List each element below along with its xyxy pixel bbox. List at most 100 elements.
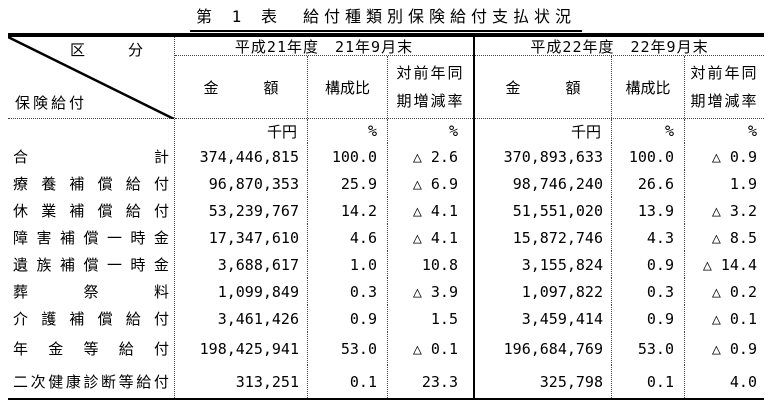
amount-cell: 325,798 [475, 365, 612, 398]
unit-pct: % [308, 119, 388, 143]
yoy-header: 対前年同 期増減率 [685, 56, 764, 118]
composition-cell: 4.3 [612, 224, 685, 251]
amount-cell: 17,347,610 [175, 224, 308, 251]
yoy-header-line1: 対前年同 [396, 63, 465, 82]
table-row: 3,459,414 0.9 △ 0.1 [475, 305, 764, 332]
yoy-cell: △ 14.4 [702, 255, 757, 274]
page-title: 第 1 表 給付種類別保険給付支払状況 [190, 2, 582, 32]
yoy-cell: △ 6.9 [412, 174, 458, 193]
benefits-table: 区 分 保険給付 合計療養補償給付休業補償給付障害補償一時金遺族補償一時金葬祭料… [8, 33, 764, 400]
composition-cell: 0.1 [308, 365, 388, 398]
table-row: 196,684,769 53.0 △ 0.9 [475, 332, 764, 365]
yoy-cell: △ 4.1 [412, 228, 458, 247]
year-group-h21: 平成21年度 21年9月末 金 額 構成比 対前年同 期増減率 千円 % % 3… [175, 37, 473, 398]
amount-cell: 98,746,240 [475, 170, 612, 197]
units-row-h21: 千円 % % [175, 119, 473, 143]
yoy-cell: △ 8.5 [711, 228, 757, 247]
row-label: 年金等給付 [13, 340, 169, 358]
amount-cell: 374,446,815 [175, 143, 308, 170]
amount-header: 金 額 [475, 56, 612, 118]
table-row: 17,347,610 4.6 △ 4.1 [175, 224, 473, 251]
composition-cell: 14.2 [308, 197, 388, 224]
group-body-1: 374,446,815 100.0 △ 2.6 96,870,353 25.9 △ 6.9… [175, 143, 473, 398]
composition-cell: 4.6 [308, 224, 388, 251]
yoy-cell: △ 3.2 [711, 201, 757, 220]
yoy-cell: 4.0 [729, 372, 757, 391]
yoy-cell: △ 4.1 [412, 201, 458, 220]
corner-cell: 区 分 保険給付 [8, 37, 174, 119]
yoy-cell: △ 0.1 [711, 309, 757, 328]
amount-cell: 196,684,769 [475, 332, 612, 365]
yoy-cell: 23.3 [421, 372, 458, 391]
yoy-header-line2: 期増減率 [690, 92, 759, 111]
unit-pct: % [747, 122, 757, 140]
composition-cell: 0.3 [612, 278, 685, 305]
composition-cell: 0.9 [612, 251, 685, 278]
row-label: 葬祭料 [13, 283, 169, 301]
amount-header: 金 額 [175, 56, 308, 118]
table-row: 51,551,020 13.9 △ 3.2 [475, 197, 764, 224]
yoy-cell: △ 0.9 [711, 339, 757, 358]
row-label: 遺族補償一時金 [13, 256, 169, 274]
amount-cell: 3,461,426 [175, 305, 308, 332]
corner-label-benefit: 保険給付 [15, 94, 88, 112]
composition-cell: 1.0 [308, 251, 388, 278]
yoy-cell: △ 2.6 [412, 147, 458, 166]
row-label: 障害補償一時金 [13, 229, 169, 247]
period-header-h22: 平成22年度 22年9月末 [475, 37, 764, 56]
table-row: 325,798 0.1 4.0 [475, 365, 764, 398]
unit-amount: 千円 [175, 119, 308, 143]
label-units-spacer [8, 119, 174, 143]
yoy-cell: △ 0.9 [711, 147, 757, 166]
table-row: 313,251 0.1 23.3 [175, 365, 473, 398]
composition-cell: 0.9 [612, 305, 685, 332]
amount-cell: 198,425,941 [175, 332, 308, 365]
units-row-h22: 千円 % % [475, 119, 764, 143]
row-label: 療養補償給付 [13, 175, 169, 193]
composition-cell: 25.9 [308, 170, 388, 197]
unit-pct: % [612, 119, 685, 143]
column-headers-h22: 金 額 構成比 対前年同 期増減率 [475, 56, 764, 119]
composition-cell: 0.9 [308, 305, 388, 332]
amount-cell: 51,551,020 [475, 197, 612, 224]
amount-cell: 3,688,617 [175, 251, 308, 278]
period-header-h21: 平成21年度 21年9月末 [175, 37, 473, 56]
composition-cell: 100.0 [612, 143, 685, 170]
amount-cell: 1,097,822 [475, 278, 612, 305]
unit-pct: % [448, 122, 458, 140]
group-body-2: 370,893,633 100.0 △ 0.9 98,746,240 26.6 1.9 51… [475, 143, 764, 398]
row-label: 休業補償給付 [13, 202, 169, 220]
unit-amount: 千円 [475, 119, 612, 143]
diagonal-line [8, 37, 174, 119]
yoy-header-line1: 対前年同 [690, 63, 759, 82]
table-row: 3,688,617 1.0 10.8 [175, 251, 473, 278]
corner-label-category: 区 分 [70, 41, 158, 59]
yoy-header-line2: 期増減率 [396, 92, 465, 111]
row-label: 二次健康診断等給付 [13, 373, 169, 391]
amount-cell: 3,155,824 [475, 251, 612, 278]
table-row: 1,097,822 0.3 △ 0.2 [475, 278, 764, 305]
yoy-cell: △ 0.2 [711, 282, 757, 301]
row-label-column: 区 分 保険給付 合計療養補償給付休業補償給付障害補償一時金遺族補償一時金葬祭料… [8, 37, 175, 398]
composition-cell: 53.0 [612, 332, 685, 365]
yoy-cell: 1.9 [729, 174, 757, 193]
amount-cell: 313,251 [175, 365, 308, 398]
composition-header: 構成比 [612, 56, 685, 118]
year-group-h22: 平成22年度 22年9月末 金 額 構成比 対前年同 期増減率 千円 % % 3… [473, 37, 764, 398]
yoy-cell: 10.8 [421, 255, 458, 274]
amount-cell: 53,239,767 [175, 197, 308, 224]
table-row: 96,870,353 25.9 △ 6.9 [175, 170, 473, 197]
row-label: 介護補償給付 [13, 310, 169, 328]
composition-cell: 0.3 [308, 278, 388, 305]
amount-cell: 96,870,353 [175, 170, 308, 197]
composition-cell: 100.0 [308, 143, 388, 170]
table-row: 53,239,767 14.2 △ 4.1 [175, 197, 473, 224]
table-row: 370,893,633 100.0 △ 0.9 [475, 143, 764, 170]
amount-cell: 3,459,414 [475, 305, 612, 332]
table-row: 15,872,746 4.3 △ 8.5 [475, 224, 764, 251]
table-row: 374,446,815 100.0 △ 2.6 [175, 143, 473, 170]
table-row: 3,155,824 0.9 △ 14.4 [475, 251, 764, 278]
page-title-wrap: 第 1 表 給付種類別保険給付支払状況 [0, 2, 772, 32]
table-row: 1,099,849 0.3 △ 3.9 [175, 278, 473, 305]
amount-cell: 370,893,633 [475, 143, 612, 170]
